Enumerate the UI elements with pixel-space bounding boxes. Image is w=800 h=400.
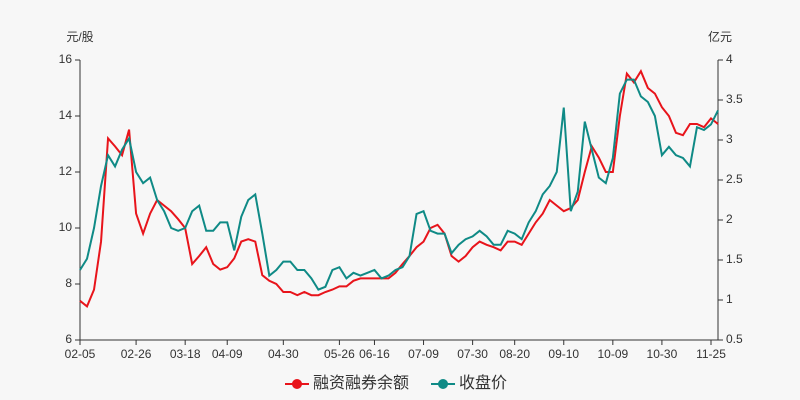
legend-marker <box>292 379 302 389</box>
x-tick-label: 10-09 <box>597 347 628 361</box>
x-tick-label: 02-05 <box>65 347 96 361</box>
legend-label: 融资融券余额 <box>313 373 409 392</box>
x-tick-label: 10-30 <box>647 347 678 361</box>
y2-tick-label: 3.5 <box>726 92 743 106</box>
x-tick-label: 07-09 <box>408 347 439 361</box>
y2-tick-label: 1 <box>726 292 733 306</box>
x-tick-label: 11-25 <box>696 347 726 361</box>
legend-label: 收盘价 <box>459 373 507 392</box>
legend: 融资融券余额 收盘价 <box>285 373 507 392</box>
y2-tick-label: 0.5 <box>726 332 743 346</box>
y-tick-label: 8 <box>65 276 72 290</box>
x-tick-label: 08-20 <box>499 347 530 361</box>
y-tick-label: 12 <box>59 164 73 178</box>
y-axis-unit: 元/股 <box>66 30 93 44</box>
data-line <box>79 78 719 291</box>
y-tick-label: 6 <box>65 332 72 346</box>
legend-marker <box>438 379 449 389</box>
x-tick-label: 07-30 <box>457 347 488 361</box>
x-tick-label: 06-16 <box>359 347 390 361</box>
x-tick-label: 04-30 <box>268 347 299 361</box>
y2-tick-label: 4 <box>726 52 733 66</box>
x-tick-label: 02-26 <box>121 347 152 361</box>
y2-tick-label: 2.5 <box>726 172 743 186</box>
x-tick-label: 09-10 <box>548 347 579 361</box>
x-tick-label: 03-18 <box>170 347 201 361</box>
y-tick-label: 14 <box>59 108 73 122</box>
x-tick-label: 05-26 <box>324 347 355 361</box>
y2-tick-label: 2 <box>726 212 733 226</box>
y2-tick-label: 3 <box>726 132 733 146</box>
y2-axis-unit: 亿元 <box>708 29 732 44</box>
y2-tick-label: 1.5 <box>726 252 743 266</box>
x-tick-label: 04-09 <box>212 347 243 361</box>
y-tick-label: 16 <box>59 52 73 66</box>
y-tick-label: 10 <box>59 220 73 234</box>
